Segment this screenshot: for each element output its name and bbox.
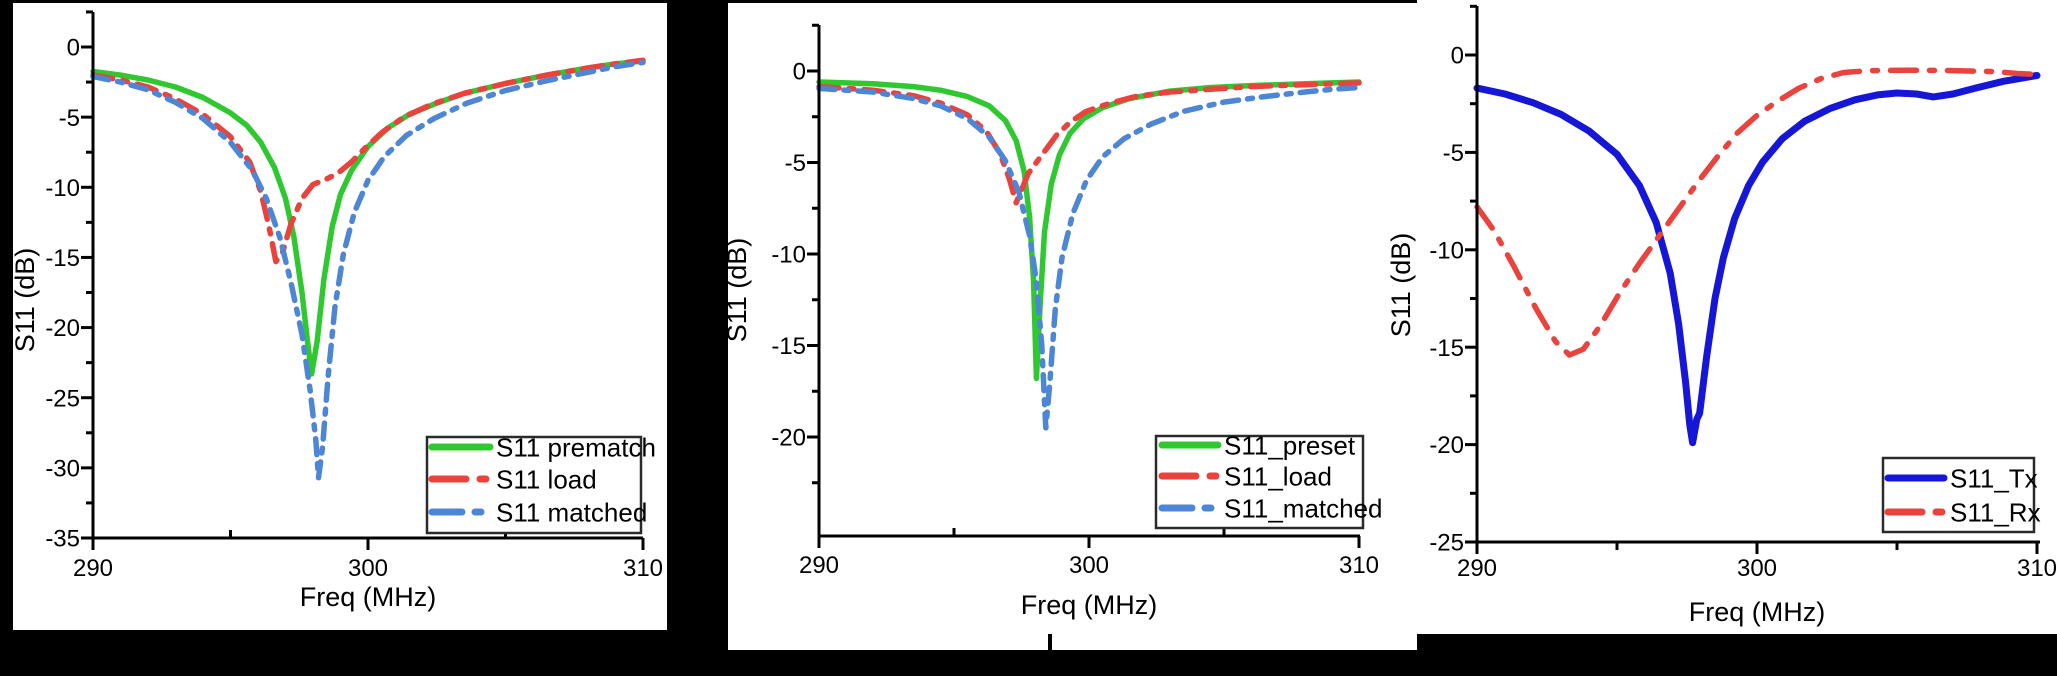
y-tick-label: 0 bbox=[1451, 43, 1464, 70]
x-tick-label: 300 bbox=[1069, 552, 1109, 579]
legend-label: S11_load bbox=[1224, 461, 1332, 491]
legend-box bbox=[425, 435, 643, 535]
series-line-s11-load bbox=[816, 80, 1362, 206]
y-tick-label: -5 bbox=[1443, 140, 1464, 167]
series-line-s11-matched bbox=[90, 59, 646, 481]
legend-label: S11 load bbox=[496, 464, 597, 494]
y-tick-label: -15 bbox=[1429, 335, 1464, 362]
legend-label: S11_preset bbox=[1224, 430, 1356, 460]
y-tick-label: -25 bbox=[1429, 530, 1464, 557]
legend-label: S11 matched bbox=[496, 497, 647, 527]
x-tick-label: 310 bbox=[1339, 552, 1379, 579]
series-line-s11-load bbox=[90, 57, 646, 265]
y-tick-label: -5 bbox=[785, 150, 806, 177]
legend-c: S11_Tx S11_Rx bbox=[1881, 456, 2041, 534]
y-axis-title-c: S11 (dB) bbox=[1386, 233, 1416, 338]
plot-background-b bbox=[728, 3, 1417, 650]
y-axis-title-a: S11 (dB) bbox=[10, 248, 40, 353]
x-tick-label: 310 bbox=[2017, 555, 2057, 582]
legend-label: S11_Rx bbox=[1950, 497, 2041, 527]
y-tick-label: -30 bbox=[45, 455, 80, 482]
x-tick-label: 290 bbox=[73, 555, 113, 582]
x-axis-title-b: Freq (MHz) bbox=[1021, 590, 1158, 620]
legend-box bbox=[1881, 456, 2036, 534]
legend-box bbox=[1154, 434, 1365, 530]
x-axis-title-c: Freq (MHz) bbox=[1689, 597, 1826, 627]
series-line-s11-rx bbox=[1474, 67, 2040, 358]
plot-background-a bbox=[13, 3, 667, 630]
x-tick-label: 290 bbox=[1457, 555, 1497, 582]
y-axis-title-b: S11 (dB) bbox=[722, 238, 752, 343]
legend-label: S11_Tx bbox=[1950, 463, 2038, 493]
chart-panel-b: 0 -5 -10 -15 -20 290 300 310 S11 (dB) Freq (MHz) S… bbox=[722, 3, 1417, 650]
y-tick-label: -35 bbox=[45, 526, 80, 553]
y-tick-label: -20 bbox=[771, 425, 806, 452]
y-tick-label: -5 bbox=[59, 105, 80, 132]
y-tick-label: -20 bbox=[1429, 432, 1464, 459]
legend-label: S11_matched bbox=[1224, 493, 1383, 523]
y-tick-label: -25 bbox=[45, 385, 80, 412]
x-axis-title-a: Freq (MHz) bbox=[300, 582, 437, 612]
y-tick-label: -15 bbox=[771, 333, 806, 360]
x-tick-label: 300 bbox=[1737, 555, 1777, 582]
y-tick-label: -15 bbox=[45, 245, 80, 272]
y-tick-label: 0 bbox=[67, 35, 80, 62]
series-line-s11-matched bbox=[816, 84, 1362, 431]
x-tick-label: 310 bbox=[623, 555, 663, 582]
y-tick-label: -20 bbox=[45, 315, 80, 342]
y-tick-label: -10 bbox=[771, 242, 806, 269]
stray-axis-mark bbox=[1048, 634, 1052, 652]
series-line-s11-tx bbox=[1473, 72, 2041, 447]
y-tick-label: -10 bbox=[1429, 237, 1464, 264]
y-tick-label: -10 bbox=[45, 175, 80, 202]
legend-label: S11 prematch bbox=[496, 432, 656, 462]
x-tick-label: 290 bbox=[799, 552, 839, 579]
x-tick-label: 300 bbox=[348, 555, 388, 582]
y-tick-label: 0 bbox=[793, 59, 806, 86]
